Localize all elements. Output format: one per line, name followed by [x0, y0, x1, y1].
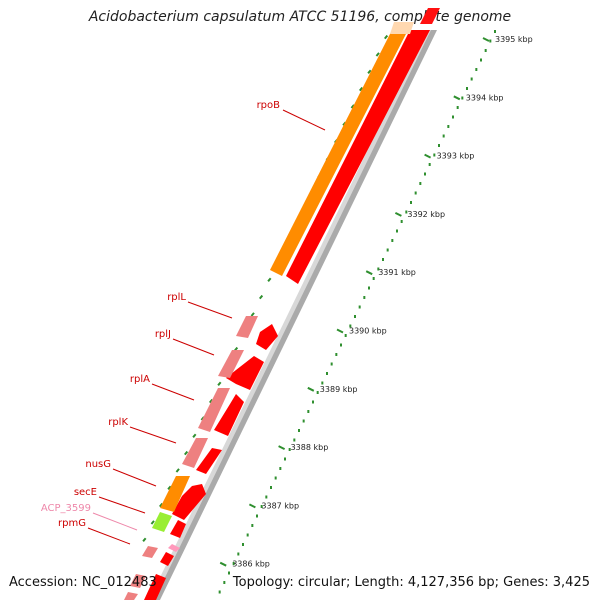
gene-label-rpll[interactable]: rplL: [167, 292, 186, 303]
gene-leader-line: [87, 527, 131, 545]
scale-tick: [336, 328, 344, 334]
rpmG-forward-cds: [160, 552, 174, 566]
gene-leader-line: [129, 426, 177, 444]
acp-pink-cds: [168, 544, 180, 552]
rplJ-forward-cds: [226, 356, 264, 390]
gene-label-rplk[interactable]: rplK: [108, 417, 128, 428]
gene-leader-line: [172, 338, 215, 356]
gene-label-sece[interactable]: secE: [74, 487, 97, 498]
rplK-forward-cds: [196, 448, 222, 474]
scale-tick-label: 3387 kbp: [261, 501, 299, 510]
forward-strand-features: [144, 8, 440, 600]
gene-leader-line: [187, 301, 233, 319]
map-title: Acidobacterium capsulatum ATCC 51196, co…: [88, 9, 512, 25]
scale-tick-label: 3392 kbp: [407, 210, 445, 219]
gene-leader-line: [282, 109, 326, 131]
scale-tick: [424, 153, 432, 159]
rplA-forward-cds: [214, 394, 244, 436]
gene-leader-line: [98, 496, 146, 514]
scale-tick: [248, 503, 256, 509]
rpoB-forward-cds: [286, 30, 430, 284]
secE-forward-cds: [170, 520, 186, 538]
nusG-forward-cds: [172, 484, 206, 520]
gene-labels: rpoB rplL rplJ rplA rplK nusG secE ACP_3599 rpmG: [41, 100, 326, 545]
gene-leader-line: [112, 468, 157, 487]
bottom-pink-cds: [130, 574, 146, 588]
rpmG-pink-cds: [142, 546, 158, 558]
gene-label-rplj[interactable]: rplJ: [155, 329, 171, 340]
scale-tick-label: 3388 kbp: [291, 443, 329, 452]
scale-tick-label: 3395 kbp: [495, 35, 533, 44]
gene-label-rpob[interactable]: rpoB: [257, 100, 281, 111]
outer-dotted-track: [218, 30, 496, 594]
nusG-orange-cds: [160, 476, 190, 512]
genome-summary-text: Topology: circular; Length: 4,127,356 bp…: [232, 575, 590, 590]
bottom-pink-cds-2: [124, 592, 138, 600]
gene-label-rpla[interactable]: rplA: [130, 374, 150, 385]
scale-tick-label: 3391 kbp: [378, 268, 416, 277]
scale-tick-label: 3386 kbp: [232, 560, 270, 569]
annotation-strand-features: [124, 22, 414, 600]
bottom-forward-cds: [144, 574, 166, 600]
scale-tick: [453, 95, 461, 101]
gene-leader-line: [92, 512, 138, 531]
gene-label-rpmg[interactable]: rpmG: [58, 518, 86, 529]
rpoB-orange-cds: [270, 30, 408, 276]
scale-tick: [394, 212, 402, 217]
scale-ticks: 3395 kbp 3394 kbp 3393 kbp 3392 kbp 3391 kbp…: [219, 35, 533, 569]
scale-tick: [307, 386, 315, 392]
secE-green-cds: [152, 512, 172, 532]
gene-label-nusg[interactable]: nusG: [85, 459, 111, 470]
scale-tick-label: 3394 kbp: [466, 93, 504, 102]
forward-cds-top: [420, 8, 440, 24]
scale-tick-label: 3389 kbp: [320, 385, 358, 394]
rplL-pink-cds: [236, 316, 258, 338]
scale-tick: [365, 270, 373, 276]
rplK-pink-cds: [182, 438, 208, 468]
scale-tick: [278, 445, 286, 450]
rplL-forward-cds: [256, 324, 278, 350]
scale-tick: [482, 37, 490, 42]
backbone: [149, 30, 437, 600]
accession-text: Accession: NC_012483: [9, 575, 157, 590]
rpoB-peach-cap: [390, 22, 414, 34]
scale-tick: [219, 561, 227, 567]
gene-leader-line: [151, 383, 195, 401]
rplJ-pink-cds: [218, 350, 244, 378]
rplA-pink-cds: [198, 388, 230, 432]
scale-tick-label: 3393 kbp: [437, 152, 475, 161]
gene-label-acp-3599[interactable]: ACP_3599: [41, 503, 91, 514]
scale-tick-label: 3390 kbp: [349, 327, 387, 336]
